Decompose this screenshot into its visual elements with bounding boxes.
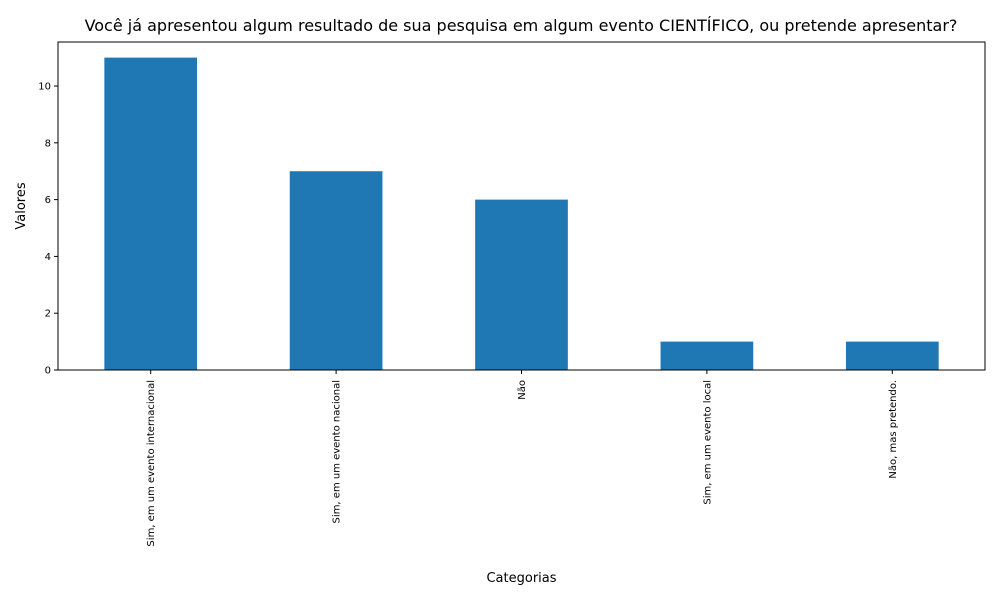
- y-axis-ticks: 0 2 4 6 8 10: [38, 82, 58, 377]
- x-axis-label: Categorias: [486, 571, 556, 586]
- bar: [660, 341, 754, 370]
- bar: [475, 199, 568, 370]
- bar: [289, 171, 383, 370]
- bar: [845, 341, 939, 370]
- y-tick-label: 2: [45, 309, 51, 320]
- bars-group: [104, 57, 939, 370]
- x-tick-label: Sim, em um evento local: [702, 380, 713, 505]
- y-tick-label: 6: [45, 195, 51, 206]
- x-tick-label: Não, mas pretendo.: [888, 380, 899, 479]
- x-tick-label: Sim, em um evento nacional: [332, 380, 343, 523]
- chart-title: Você já apresentou algum resultado de su…: [85, 16, 958, 35]
- y-axis-label: Valores: [14, 182, 29, 229]
- bar: [104, 57, 198, 370]
- y-tick-label: 8: [45, 138, 51, 149]
- y-tick-label: 10: [38, 82, 51, 93]
- y-tick-label: 4: [45, 252, 51, 263]
- x-tick-label: Não: [517, 380, 528, 400]
- y-tick-label: 0: [45, 366, 51, 377]
- x-tick-label: Sim, em um evento internacional: [146, 380, 157, 547]
- x-axis-ticks: Sim, em um evento internacional Sim, em u…: [146, 370, 899, 547]
